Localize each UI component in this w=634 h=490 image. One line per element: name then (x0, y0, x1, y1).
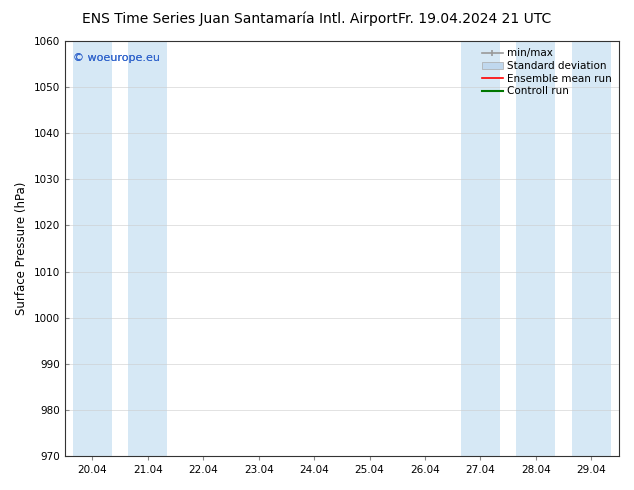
Legend: min/max, Standard deviation, Ensemble mean run, Controll run: min/max, Standard deviation, Ensemble me… (478, 44, 616, 100)
Text: Fr. 19.04.2024 21 UTC: Fr. 19.04.2024 21 UTC (398, 12, 552, 26)
Bar (73, 41, 112, 456)
Text: ENS Time Series Juan Santamaría Intl. Airport: ENS Time Series Juan Santamaría Intl. Ai… (82, 12, 398, 26)
Bar (572, 41, 611, 456)
Text: © woeurope.eu: © woeurope.eu (73, 53, 160, 64)
Bar (517, 41, 555, 456)
Bar (129, 41, 167, 456)
Text: © woeurope.eu: © woeurope.eu (73, 53, 160, 64)
Bar (461, 41, 500, 456)
Y-axis label: Surface Pressure (hPa): Surface Pressure (hPa) (15, 182, 28, 315)
